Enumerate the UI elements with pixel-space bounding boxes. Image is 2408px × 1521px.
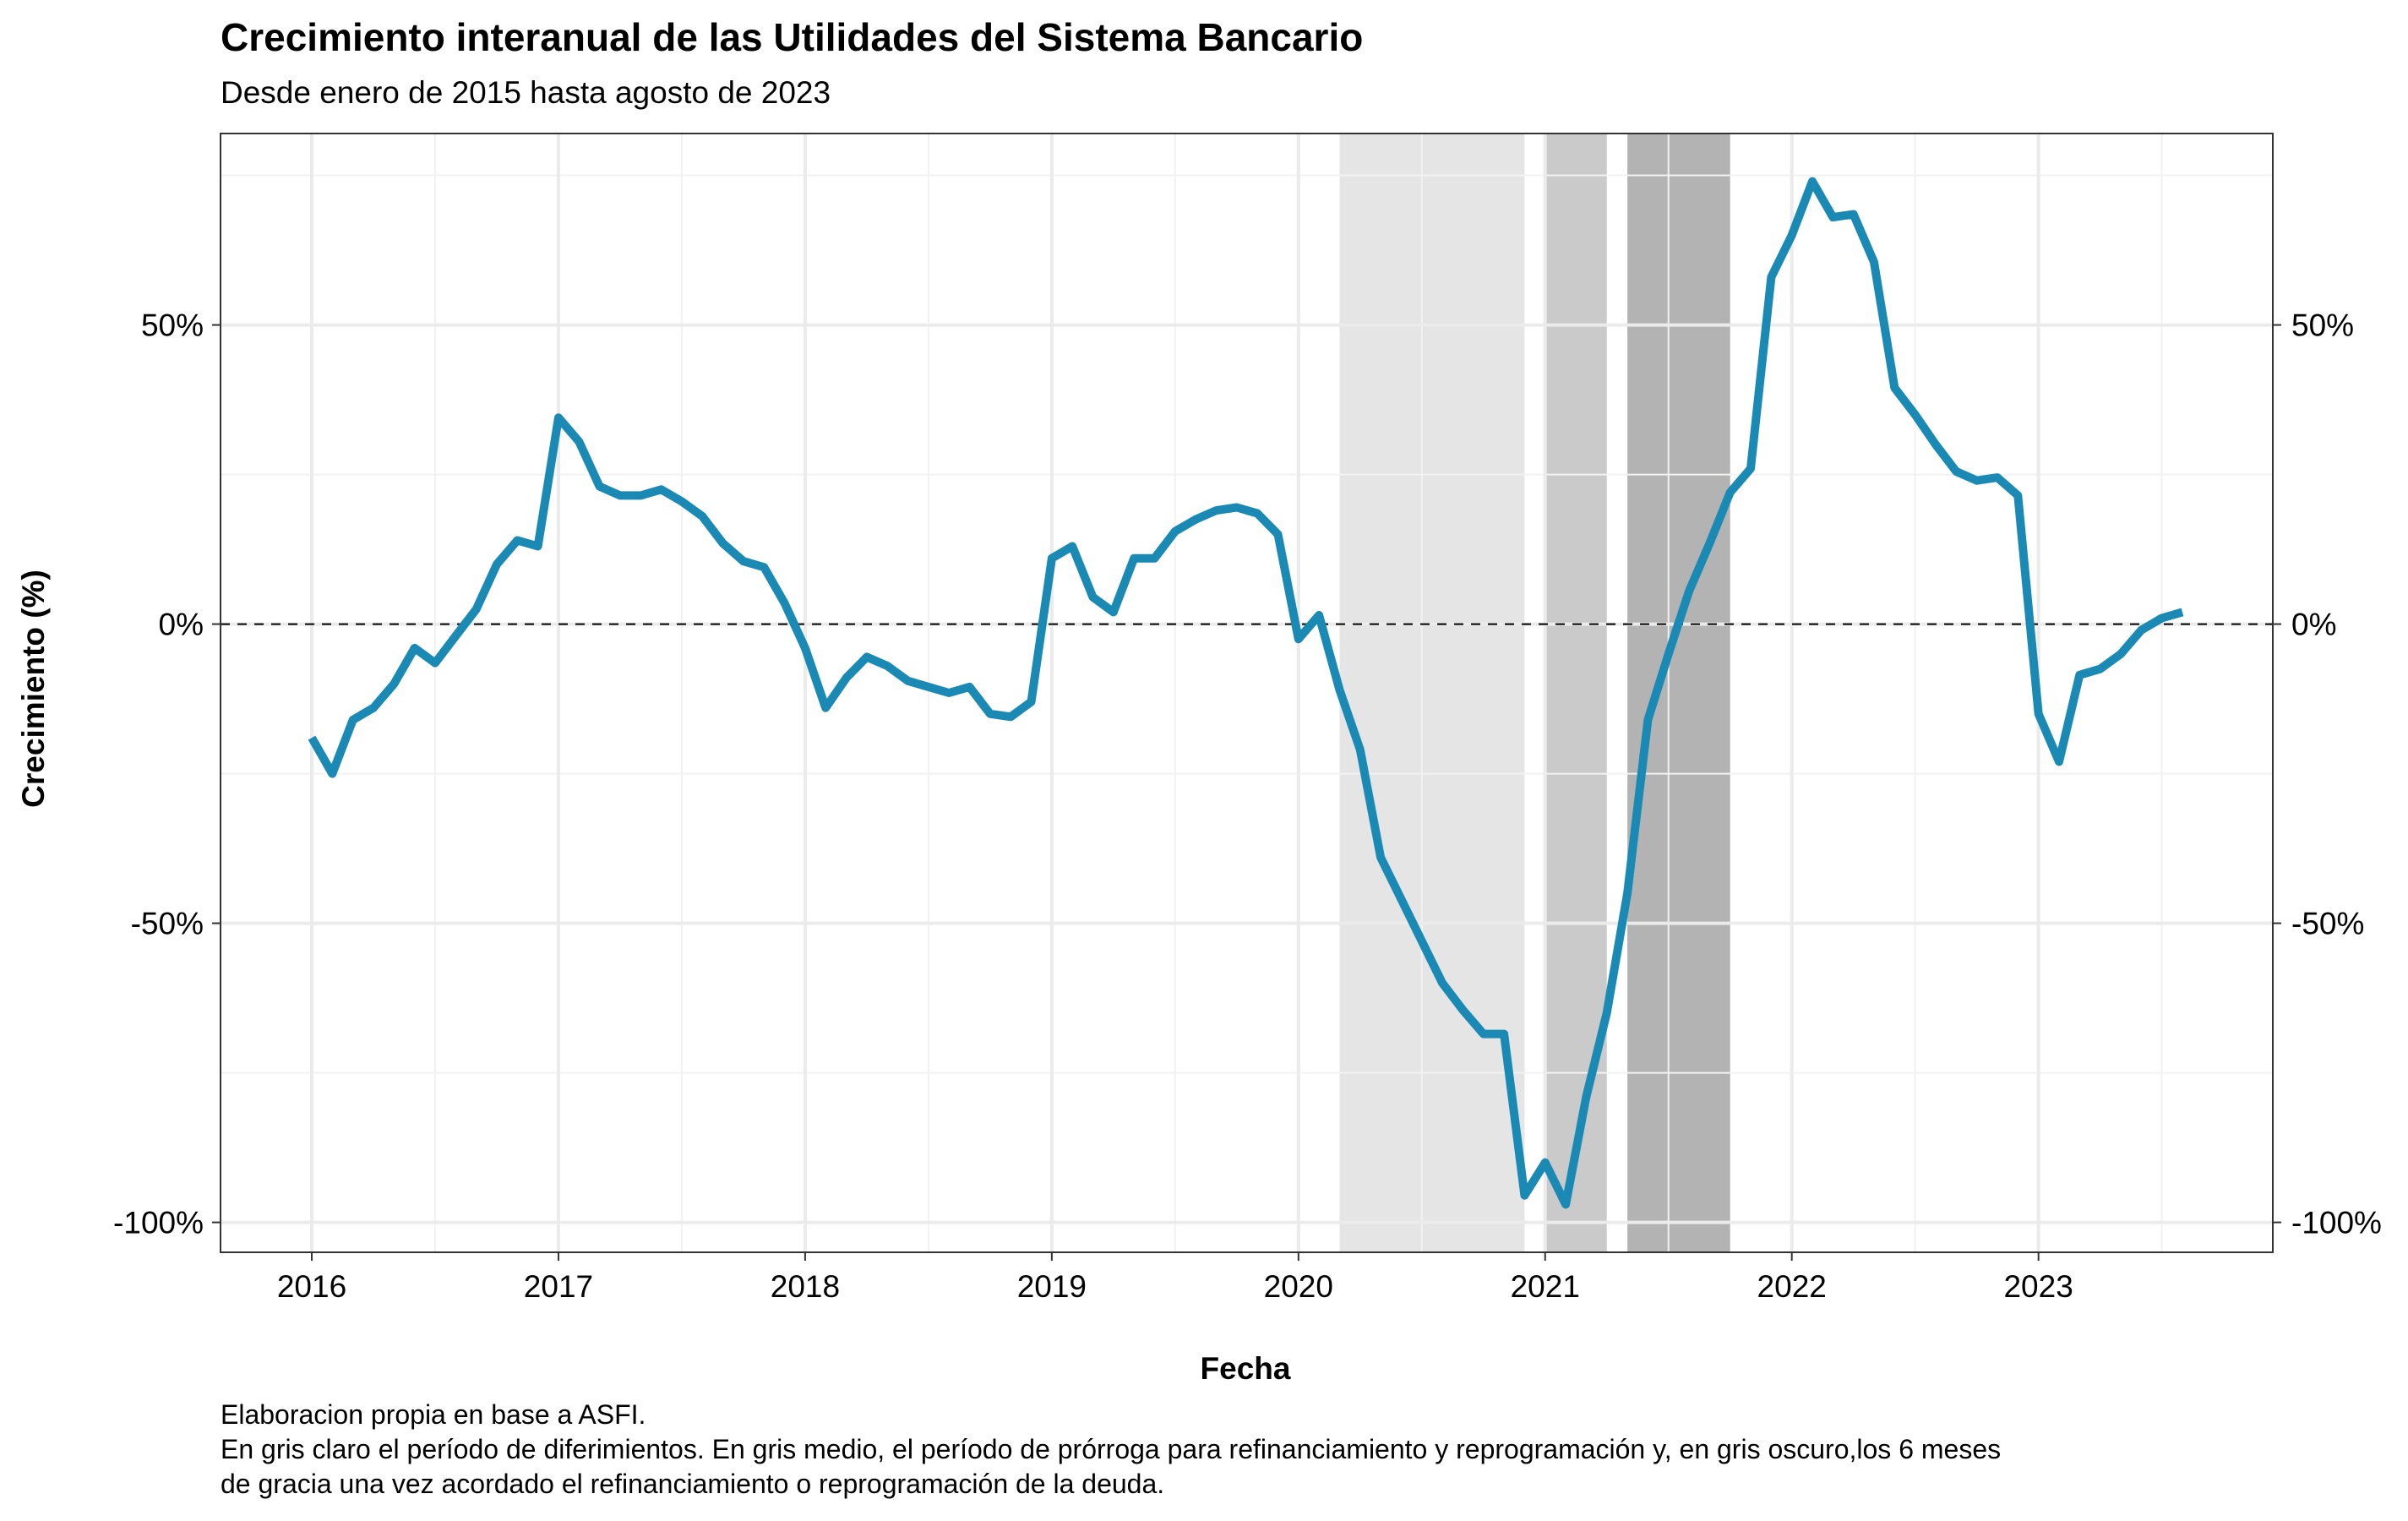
x-tick-label: 2021 [1511,1269,1580,1304]
x-tick-label: 2018 [771,1269,840,1304]
x-tick-label: 2019 [1017,1269,1087,1304]
y-right-tick-label: -100% [2291,1206,2382,1240]
series-group [308,177,2184,1209]
caption-line-1: Elaboracion propia en base a ASFI. [221,1399,646,1430]
y-tick-label: 50% [141,308,204,343]
chart-title: Crecimiento interanual de las Utilidades… [221,15,1363,59]
chart-subtitle: Desde enero de 2015 hasta agosto de 2023 [221,75,831,110]
y-axis-right: -100% -50% 0% 50% [2273,308,2382,1240]
y-right-tick-label: 0% [2291,608,2336,642]
shaded-period-2 [1544,134,1607,1252]
shaded-period-1 [1339,134,1525,1252]
x-tick-label: 2022 [1757,1269,1827,1304]
y-axis-title: Crecimiento (%) [16,570,51,808]
y-right-tick-label: 50% [2291,308,2354,343]
caption-line-2: En gris claro el período de diferimiento… [221,1434,2001,1464]
x-tick-label: 2020 [1264,1269,1333,1304]
x-tick-label: 2017 [524,1269,593,1304]
plot-area [221,134,2273,1252]
shaded-period-3 [1627,134,1730,1252]
y-tick-label: -100% [113,1206,204,1240]
x-axis: 2016 2017 2018 2019 2020 2021 2022 2023 [277,1252,2073,1304]
shaded-periods [1339,134,1730,1252]
x-tick-label: 2016 [277,1269,346,1304]
plot-border [220,133,2274,1253]
series-line-1 [308,177,2184,1209]
y-right-tick-label: -50% [2291,907,2364,941]
y-axis-left: -100% -50% 0% 50% [113,308,221,1240]
y-tick-label: 0% [159,608,204,642]
plot-background [221,134,2273,1252]
caption-line-3: de gracia una vez acordado el refinancia… [221,1469,1164,1499]
caption: Elaboracion propia en base a ASFI. En gr… [221,1399,2001,1499]
x-tick-label: 2023 [2003,1269,2073,1304]
gridlines [221,134,2273,1252]
x-axis-title: Fecha [1201,1351,1291,1386]
y-tick-label: -50% [131,907,204,941]
plot-frame [220,133,2274,1253]
